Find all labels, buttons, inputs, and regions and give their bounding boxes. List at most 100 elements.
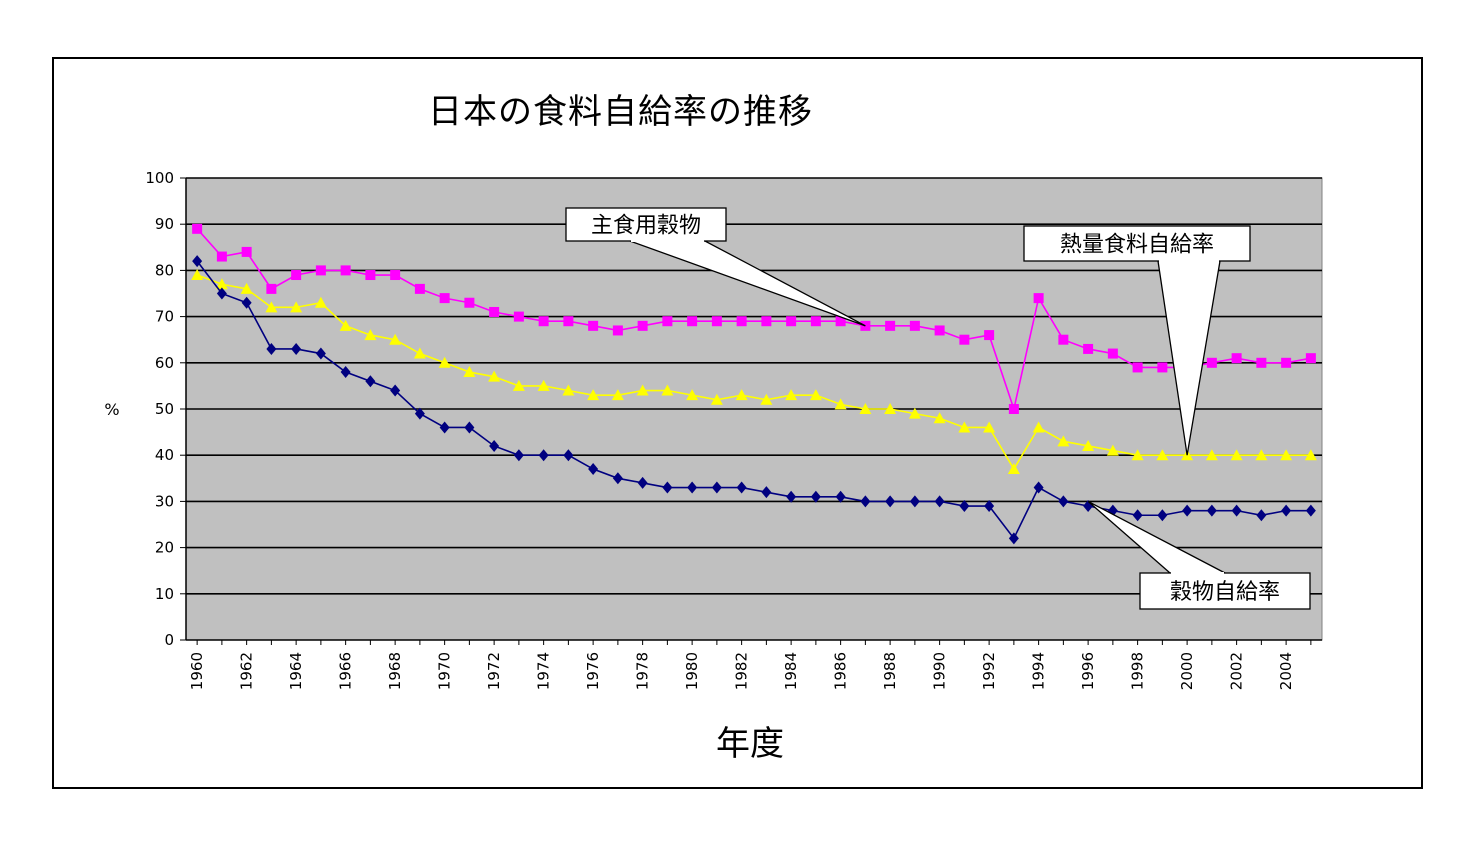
data-point	[1157, 362, 1168, 373]
data-point	[662, 316, 673, 327]
data-point	[489, 439, 500, 452]
chart-title: 日本の食料自給率の推移	[428, 92, 813, 132]
data-point	[265, 301, 278, 313]
data-point	[1281, 357, 1292, 368]
data-point	[909, 495, 920, 508]
x-axis-label: 年度	[716, 724, 784, 764]
data-point	[637, 320, 648, 331]
data-point	[1304, 449, 1317, 461]
data-point	[711, 481, 722, 494]
data-point	[909, 320, 920, 331]
callout-box	[1023, 225, 1251, 262]
data-point	[686, 389, 699, 401]
data-point	[1182, 504, 1193, 517]
data-point	[1205, 449, 1218, 461]
y-tick-label: 30	[155, 492, 174, 510]
data-point	[761, 486, 772, 499]
data-point	[959, 334, 970, 345]
data-point	[1131, 449, 1144, 461]
data-point	[1281, 504, 1292, 517]
y-axis-label: %	[104, 400, 119, 419]
y-tick-label: 40	[155, 446, 174, 464]
x-tick-label: 1960	[188, 652, 206, 690]
x-tick-label: 1982	[733, 652, 751, 690]
x-tick-label: 1988	[881, 652, 899, 690]
y-tick-label: 0	[164, 631, 174, 649]
x-tick-label: 1974	[535, 652, 553, 690]
data-point	[735, 389, 748, 401]
data-point	[1082, 439, 1095, 451]
data-point	[1206, 357, 1217, 368]
data-point	[860, 495, 871, 508]
data-point	[413, 347, 426, 359]
data-point	[984, 330, 995, 341]
callout-label: 穀物自給率	[1170, 580, 1280, 605]
data-point	[464, 421, 475, 434]
data-point	[191, 269, 204, 281]
data-point	[934, 495, 945, 508]
data-point	[761, 316, 772, 327]
data-point	[1230, 449, 1243, 461]
x-tick-label: 1990	[931, 652, 949, 690]
callout-label: 主食用穀物	[591, 214, 701, 239]
data-point	[612, 472, 623, 485]
callout-box	[1139, 572, 1311, 610]
data-point	[463, 366, 476, 378]
data-point	[365, 270, 376, 281]
x-tick-label: 1980	[683, 652, 701, 690]
data-point	[908, 407, 921, 419]
data-point	[611, 389, 624, 401]
data-point	[438, 356, 451, 368]
data-point	[414, 407, 425, 420]
x-tick-label: 1976	[584, 652, 602, 690]
data-point	[1280, 449, 1293, 461]
data-point	[291, 342, 302, 355]
data-point	[885, 495, 896, 508]
data-point	[240, 282, 253, 294]
data-point	[885, 320, 896, 331]
data-point	[340, 265, 351, 276]
data-point	[636, 384, 649, 396]
data-point	[315, 265, 326, 276]
data-point	[1305, 504, 1316, 517]
data-point	[1033, 481, 1044, 494]
data-point	[637, 476, 648, 489]
data-point	[488, 370, 501, 382]
data-point	[538, 316, 549, 327]
data-point	[390, 270, 401, 281]
data-point	[958, 421, 971, 433]
data-point	[710, 393, 723, 405]
x-tick-label: 1992	[980, 652, 998, 690]
data-point	[315, 347, 326, 360]
x-tick-label: 1998	[1129, 652, 1147, 690]
data-point	[389, 333, 402, 345]
data-point	[711, 316, 722, 327]
data-point	[513, 311, 524, 322]
data-point	[835, 316, 846, 327]
data-point	[1083, 343, 1094, 354]
callout-box	[565, 207, 727, 242]
data-point	[538, 449, 549, 462]
data-point	[884, 403, 897, 414]
data-point	[736, 481, 747, 494]
data-point	[1107, 348, 1118, 359]
data-point	[1032, 421, 1045, 433]
data-point	[859, 403, 872, 414]
x-tick-label: 2002	[1228, 652, 1246, 690]
data-point	[786, 490, 797, 503]
data-point	[810, 316, 821, 327]
data-point	[439, 293, 450, 304]
x-tick-label: 1996	[1079, 652, 1097, 690]
data-point	[439, 421, 450, 434]
data-point	[365, 375, 376, 388]
data-point	[1256, 509, 1267, 522]
data-point	[537, 379, 550, 391]
data-point	[687, 481, 698, 494]
data-point	[760, 393, 773, 405]
x-tick-label: 1986	[832, 652, 850, 690]
data-point	[291, 270, 302, 281]
data-point	[489, 306, 500, 317]
data-point	[290, 301, 303, 313]
data-point	[1132, 509, 1143, 522]
